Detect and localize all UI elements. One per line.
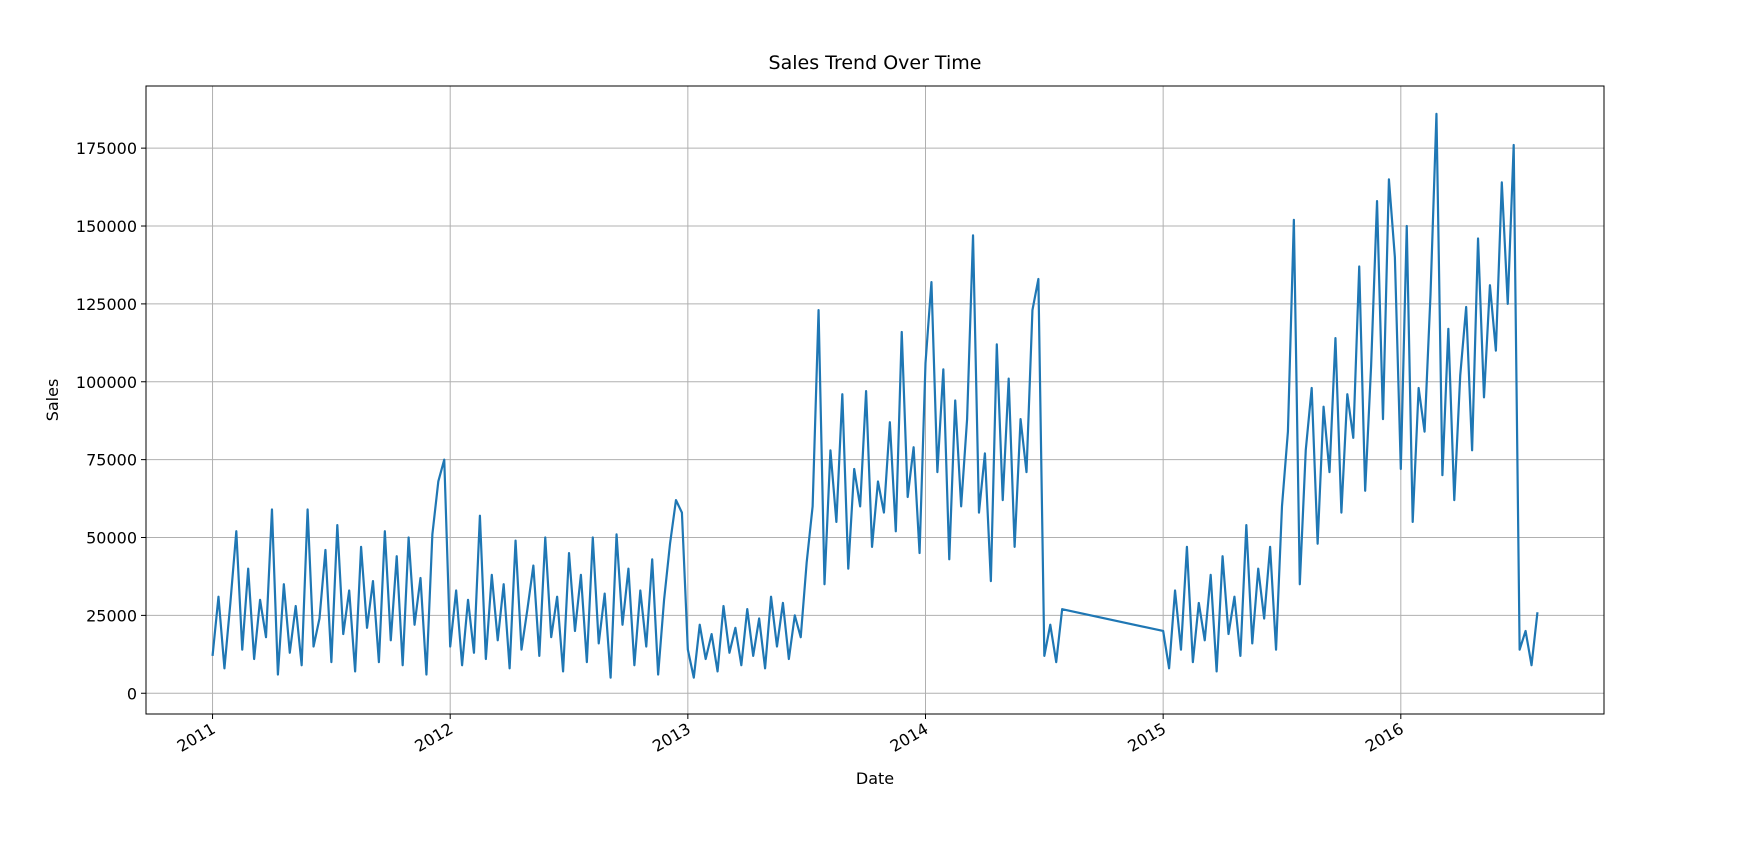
x-tick-label: 2011 — [174, 719, 219, 756]
x-tick-label: 2013 — [649, 719, 694, 756]
y-tick-label: 25000 — [86, 606, 137, 625]
y-tick-label: 50000 — [86, 529, 137, 548]
x-tick-label: 2016 — [1362, 719, 1407, 756]
x-tick-label: 2015 — [1124, 719, 1169, 756]
y-tick-label: 150000 — [76, 217, 137, 236]
y-tick-label: 75000 — [86, 451, 137, 470]
x-tick-label: 2014 — [887, 719, 932, 756]
y-tick-label: 175000 — [76, 139, 137, 158]
y-axis-label: Sales — [43, 379, 62, 422]
x-tick-label: 2012 — [411, 719, 456, 756]
y-tick-label: 0 — [127, 684, 137, 703]
plot-frame — [145, 85, 1605, 715]
chart-title: Sales Trend Over Time — [769, 52, 982, 74]
sales-line — [211, 112, 1539, 679]
y-tick-label: 125000 — [76, 295, 137, 314]
y-tick-label: 100000 — [76, 373, 137, 392]
x-axis-label: Date — [856, 769, 894, 788]
